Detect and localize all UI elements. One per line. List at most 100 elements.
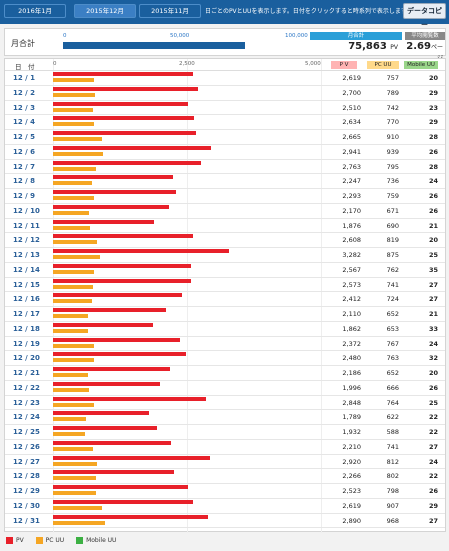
row-date-link[interactable]: 12 / 16 xyxy=(13,295,40,304)
table-row[interactable]: 12 / 23 2,848 764 25 xyxy=(5,396,445,411)
mobile-uu-value: 25 xyxy=(428,251,438,259)
mobile-uu-value: 27 xyxy=(428,442,438,451)
table-row[interactable]: 12 / 31 2,890 968 27 xyxy=(5,514,445,529)
row-date-link[interactable]: 12 / 8 xyxy=(13,177,36,186)
table-row[interactable]: 12 / 9 2,293 759 26 xyxy=(5,189,445,204)
row-date-link[interactable]: 12 / 5 xyxy=(13,133,36,141)
pc-uu-bar xyxy=(53,92,96,97)
row-date-link[interactable]: 12 / 18 xyxy=(13,324,40,333)
table-row[interactable]: 12 / 28 2,266 802 22 xyxy=(5,469,445,484)
table-row[interactable]: 12 / 20 2,480 763 32 xyxy=(5,351,445,366)
table-row[interactable]: 12 / 21 2,186 652 20 xyxy=(5,366,445,381)
pv-bar xyxy=(53,499,194,504)
row-date-link[interactable]: 12 / 28 xyxy=(13,472,40,481)
row-date-link[interactable]: 12 / 27 xyxy=(13,457,40,466)
pv-value: 2,619 xyxy=(342,501,361,510)
pc-uu-value: 910 xyxy=(386,133,399,141)
table-row[interactable]: 12 / 26 2,210 741 27 xyxy=(5,440,445,455)
pc-uu-bar xyxy=(53,491,96,495)
table-row[interactable]: 12 / 11 1,876 690 21 xyxy=(5,219,445,234)
table-row[interactable]: 12 / 18 1,862 653 33 xyxy=(5,322,445,337)
pv-bar xyxy=(53,411,149,416)
row-date-link[interactable]: 12 / 10 xyxy=(13,206,40,215)
pc-uu-value: 759 xyxy=(386,192,399,200)
tab-2015-nov[interactable]: 2015年11月 xyxy=(139,4,201,18)
table-row[interactable]: 12 / 19 2,372 767 24 xyxy=(5,337,445,352)
row-date-link[interactable]: 12 / 26 xyxy=(13,442,40,451)
pc-uu-bar xyxy=(53,461,97,466)
table-row[interactable]: 12 / 10 2,170 671 26 xyxy=(5,204,445,219)
table-row[interactable]: 12 / 25 1,932 588 22 xyxy=(5,425,445,440)
row-date-link[interactable]: 12 / 25 xyxy=(13,428,40,436)
table-row[interactable]: 12 / 6 2,941 939 26 xyxy=(5,145,445,160)
table-row[interactable]: 12 / 15 2,573 741 27 xyxy=(5,278,445,293)
mobile-uu-value: 26 xyxy=(428,383,438,392)
pc-uu-value: 764 xyxy=(386,398,399,407)
row-date-link[interactable]: 12 / 2 xyxy=(13,88,36,97)
row-date-link[interactable]: 12 / 29 xyxy=(13,487,40,495)
table-row[interactable]: 12 / 4 2,634 770 29 xyxy=(5,115,445,130)
tab-2015-dec[interactable]: 2015年12月 xyxy=(74,4,136,18)
row-date-link[interactable]: 12 / 3 xyxy=(13,103,36,112)
table-row[interactable]: 12 / 8 2,247 736 24 xyxy=(5,174,445,189)
scale-tick: 2,500 xyxy=(179,61,195,67)
row-date-link[interactable]: 12 / 30 xyxy=(13,501,40,510)
pc-uu-bar xyxy=(53,166,96,171)
mobile-uu-value: 24 xyxy=(428,177,438,186)
row-date-link[interactable]: 12 / 15 xyxy=(13,280,40,289)
pv-value: 2,210 xyxy=(342,442,361,451)
row-date-link[interactable]: 12 / 13 xyxy=(13,251,40,259)
pc-uu-value: 652 xyxy=(386,369,399,377)
row-date-link[interactable]: 12 / 24 xyxy=(13,413,40,422)
tab-2016-jan[interactable]: 2016年1月 xyxy=(4,4,66,18)
pc-uu-bar xyxy=(53,210,89,215)
mobile-uu-value: 20 xyxy=(428,369,438,377)
legend-label: PV xyxy=(16,537,24,544)
mobile-uu-value: 33 xyxy=(428,324,438,333)
mobile-uu-value: 29 xyxy=(428,118,438,127)
table-row[interactable]: 12 / 7 2,763 795 28 xyxy=(5,160,445,175)
table-row[interactable]: 12 / 27 2,920 812 24 xyxy=(5,455,445,470)
table-row[interactable]: 12 / 24 1,789 622 22 xyxy=(5,410,445,425)
row-date-link[interactable]: 12 / 6 xyxy=(13,147,36,156)
row-date-link[interactable]: 12 / 17 xyxy=(13,310,40,318)
pc-uu-bar xyxy=(53,181,93,186)
table-row[interactable]: 12 / 2 2,700 789 29 xyxy=(5,86,445,101)
table-row[interactable]: 12 / 16 2,412 724 27 xyxy=(5,292,445,307)
row-date-link[interactable]: 12 / 12 xyxy=(13,236,40,245)
pc-uu-value: 789 xyxy=(386,88,399,97)
row-date-link[interactable]: 12 / 14 xyxy=(13,265,40,274)
pv-value: 1,876 xyxy=(342,221,361,230)
data-copy-button[interactable]: データコピー xyxy=(403,3,446,29)
pv-value: 2,412 xyxy=(342,295,361,304)
table-row[interactable]: 12 / 17 2,110 652 21 xyxy=(5,307,445,322)
row-date-link[interactable]: 12 / 20 xyxy=(13,354,40,363)
table-row[interactable]: 12 / 29 2,523 798 26 xyxy=(5,484,445,499)
table-row[interactable]: 12 / 14 2,567 762 35 xyxy=(5,263,445,278)
row-date-link[interactable]: 12 / 11 xyxy=(13,221,40,230)
row-date-link[interactable]: 12 / 1 xyxy=(13,74,36,82)
row-date-link[interactable]: 12 / 9 xyxy=(13,192,36,200)
row-date-link[interactable]: 12 / 19 xyxy=(13,339,40,348)
table-row[interactable]: 12 / 5 2,665 910 28 xyxy=(5,130,445,145)
table-row[interactable]: 12 / 3 2,510 742 23 xyxy=(5,101,445,116)
pv-bar xyxy=(53,116,195,121)
row-date-link[interactable]: 12 / 31 xyxy=(13,516,40,525)
table-row[interactable]: 12 / 1 2,619 757 20 xyxy=(5,71,445,86)
pc-uu-value: 798 xyxy=(386,487,399,495)
pc-uu-bar xyxy=(53,122,95,127)
row-date-link[interactable]: 12 / 22 xyxy=(13,383,40,392)
row-date-link[interactable]: 12 / 4 xyxy=(13,118,36,127)
pv-bar xyxy=(53,204,170,209)
table-row[interactable]: 12 / 12 2,608 819 20 xyxy=(5,233,445,248)
pv-bar xyxy=(53,322,153,327)
row-date-link[interactable]: 12 / 7 xyxy=(13,162,36,171)
row-date-link[interactable]: 12 / 23 xyxy=(13,398,40,407)
table-row[interactable]: 12 / 22 1,996 666 26 xyxy=(5,381,445,396)
pv-value: 1,862 xyxy=(342,324,361,333)
mobile-uu-header: Mobile UU xyxy=(404,61,438,69)
table-row[interactable]: 12 / 30 2,619 907 29 xyxy=(5,499,445,514)
pv-value: 2,372 xyxy=(342,339,361,348)
row-date-link[interactable]: 12 / 21 xyxy=(13,369,40,377)
table-row[interactable]: 12 / 13 3,282 875 25 xyxy=(5,248,445,263)
